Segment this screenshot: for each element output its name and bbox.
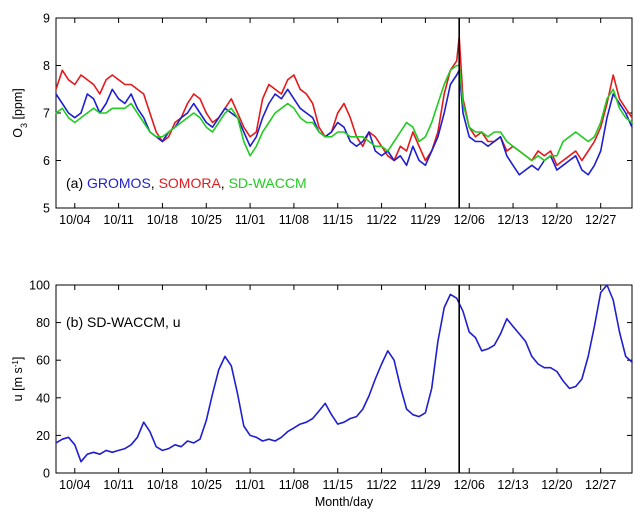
x-tick-label: 12/13 — [497, 478, 528, 492]
x-tick-label: 11/08 — [279, 478, 309, 492]
series-line-somora — [55, 36, 633, 167]
panel-b-y-label-tail: ] — [11, 357, 25, 360]
x-tick-label: 12/27 — [585, 478, 616, 492]
x-tick-label: 11/15 — [323, 213, 353, 227]
annotation-part: , — [151, 175, 159, 191]
panel-b-x-axis-label: Month/day — [315, 495, 374, 509]
x-tick-label: 10/04 — [59, 478, 90, 492]
x-tick-label: 11/01 — [235, 213, 265, 227]
y-tick-label: 20 — [36, 429, 50, 443]
x-tick-label: 10/11 — [103, 213, 133, 227]
x-tick-label: 12/13 — [497, 213, 528, 227]
x-tick-label: 10/18 — [147, 478, 178, 492]
x-tick-label: 12/06 — [454, 213, 485, 227]
panel-a-y-label-sub: 3 — [19, 123, 29, 128]
series-line-sd-waccm-u — [55, 284, 633, 463]
panel-a-ozone: 5 6 7 8 9 10/04 10/11 10/18 10/25 11/01 11/08 11/1… — [11, 12, 633, 227]
annotation-part: (a) — [66, 175, 87, 191]
panel-b-wind: 0 20 40 60 80 100 10/04 10/11 10/18 10/25 11/01 11… — [11, 279, 633, 509]
annotation-part: , — [221, 175, 229, 191]
panel-b-y-axis-label: u [m s-1] — [11, 357, 26, 402]
series-line-sd-waccm — [55, 64, 633, 162]
y-tick-label: 80 — [36, 316, 50, 330]
panel-a-series — [55, 36, 633, 176]
x-tick-label: 11/15 — [323, 478, 353, 492]
panel-a-y-axis-label: O3 [ppm] — [11, 88, 29, 138]
x-tick-label: 11/29 — [410, 478, 440, 492]
panel-a-y-label-main: O — [11, 128, 25, 138]
y-tick-label: 40 — [36, 391, 50, 405]
panel-a-x-ticks: 10/04 10/11 10/18 10/25 11/01 11/08 11/15 11/22… — [59, 18, 616, 227]
x-tick-label: 10/11 — [103, 478, 133, 492]
x-tick-label: 10/25 — [191, 478, 222, 492]
panel-a-annotation: (a) GROMOS, SOMORA, SD-WACCM — [66, 175, 307, 191]
y-tick-label: 0 — [43, 467, 50, 481]
x-tick-label: 11/08 — [279, 213, 309, 227]
x-tick-label: 10/04 — [59, 213, 90, 227]
x-tick-label: 12/06 — [454, 478, 485, 492]
panel-b-frame — [55, 284, 633, 474]
panel-b-y-label-main: u [m s — [11, 367, 25, 401]
y-tick-label: 9 — [43, 12, 50, 26]
panel-b-y-label-sup: -1 — [11, 360, 20, 368]
x-tick-label: 12/20 — [541, 213, 572, 227]
x-tick-label: 12/27 — [585, 213, 616, 227]
x-tick-label: 12/20 — [541, 478, 572, 492]
panel-b-y-ticks: 0 20 40 60 80 100 — [29, 279, 632, 481]
x-tick-label: 10/18 — [147, 213, 178, 227]
annotation-part: SD-WACCM — [229, 175, 307, 191]
annotation-part: GROMOS — [87, 175, 151, 191]
y-tick-label: 60 — [36, 354, 50, 368]
panel-a-y-ticks: 5 6 7 8 9 — [43, 12, 632, 216]
annotation-part: SOMORA — [159, 175, 222, 191]
panel-a-y-label-unit: [ppm] — [11, 88, 25, 123]
y-tick-label: 5 — [43, 202, 50, 216]
y-tick-label: 8 — [43, 59, 50, 73]
x-tick-label: 11/22 — [366, 478, 396, 492]
y-tick-label: 100 — [29, 279, 50, 293]
y-tick-label: 6 — [43, 154, 50, 168]
panel-b-annotation: (b) SD-WACCM, u — [66, 314, 181, 330]
panel-b-series — [55, 284, 633, 463]
y-tick-label: 7 — [43, 107, 50, 121]
panel-b-x-ticks: 10/04 10/11 10/18 10/25 11/01 11/08 11/15 11/22… — [59, 285, 616, 492]
x-tick-label: 11/29 — [410, 213, 440, 227]
x-tick-label: 10/25 — [191, 213, 222, 227]
x-tick-label: 11/01 — [235, 478, 265, 492]
x-tick-label: 11/22 — [366, 213, 396, 227]
